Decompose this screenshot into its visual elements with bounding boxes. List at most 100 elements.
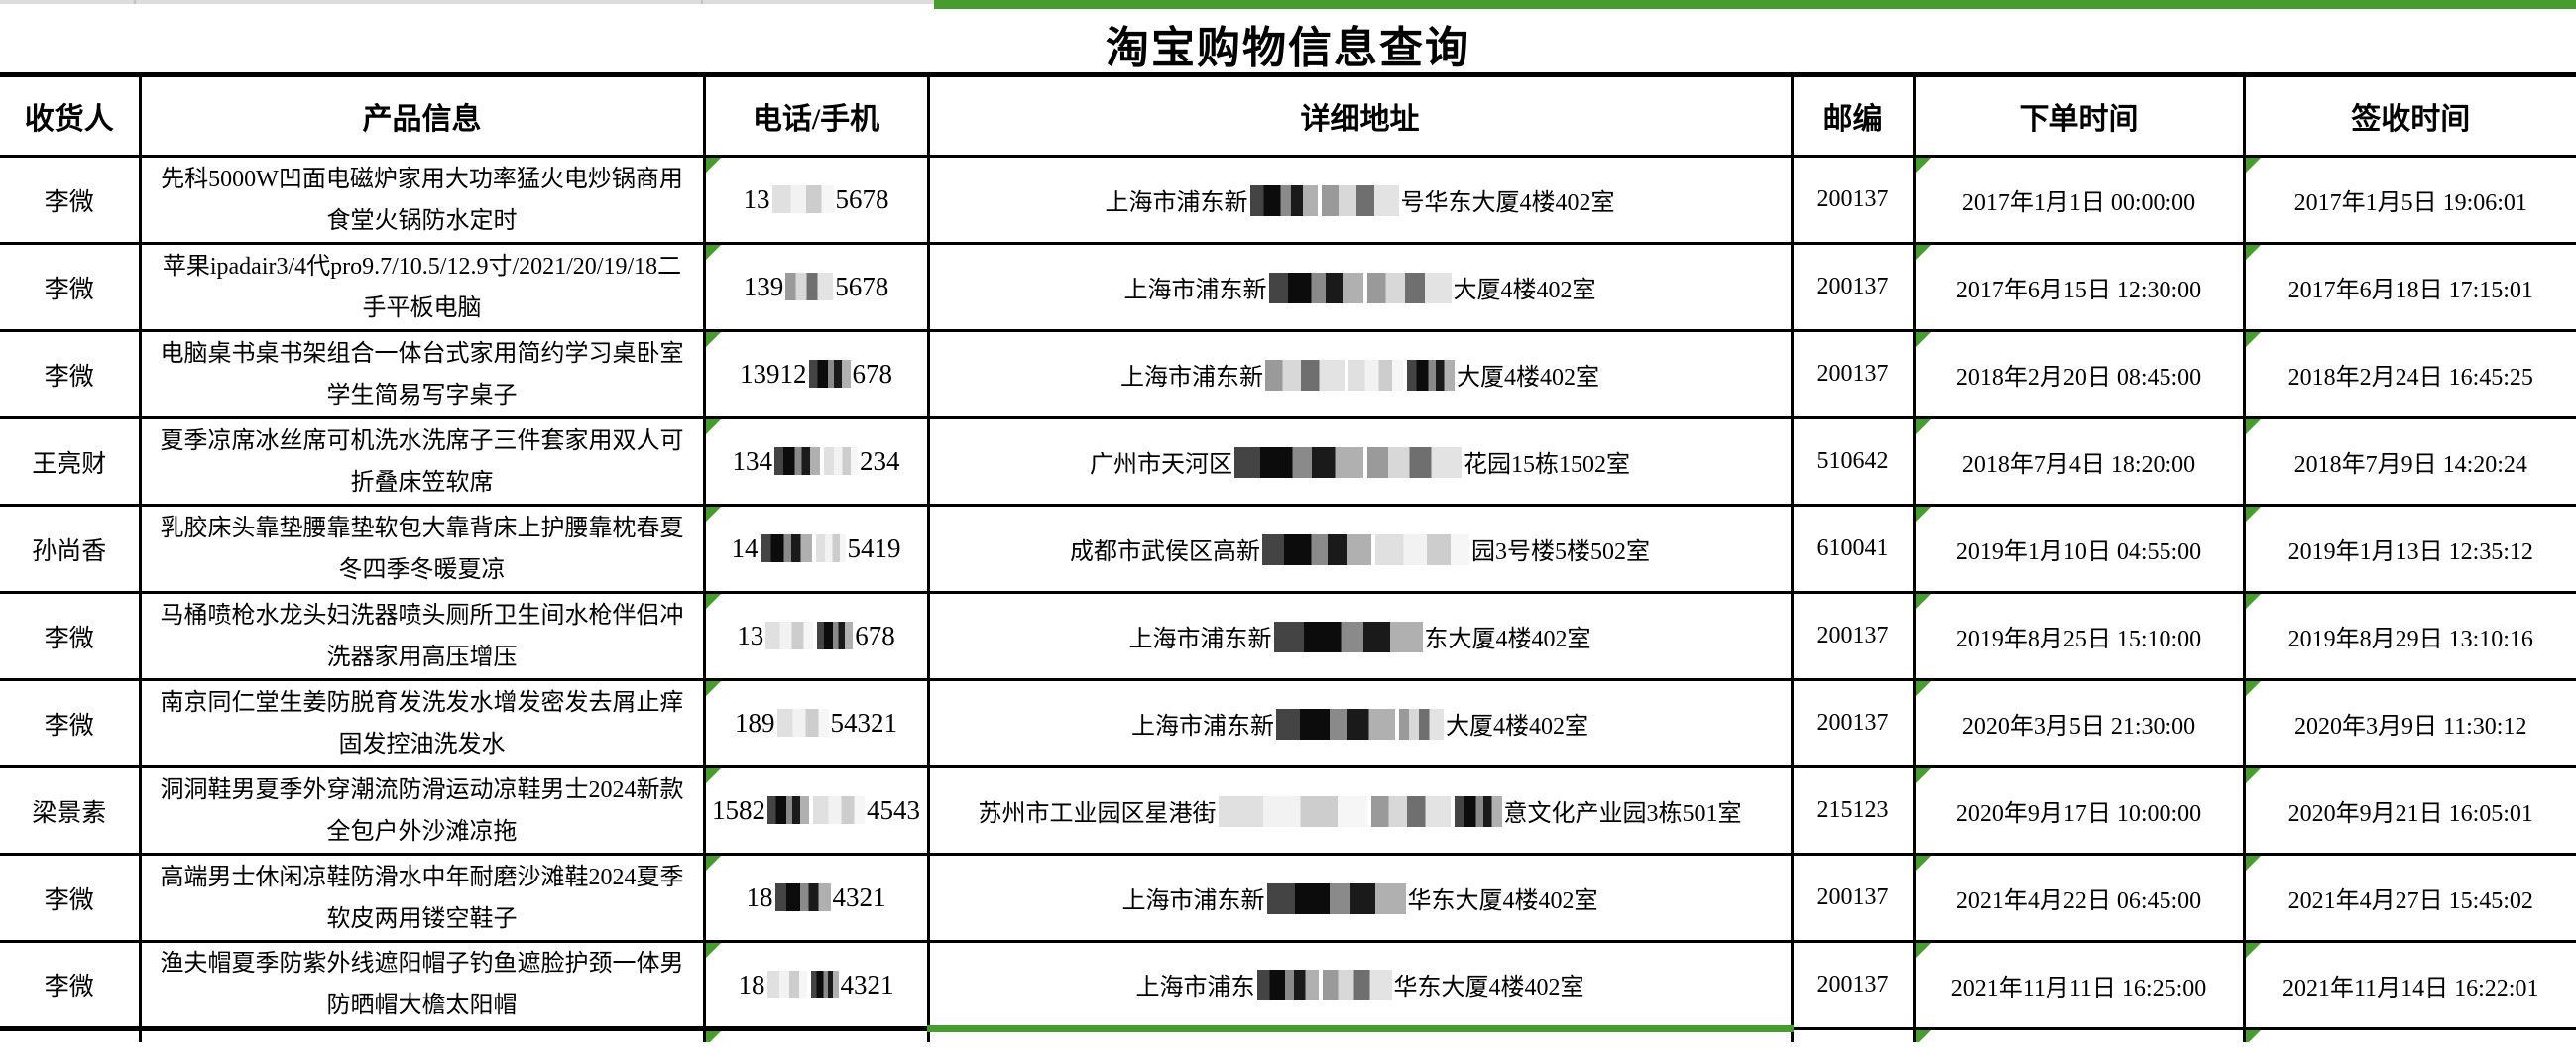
cell-product[interactable]: 洞洞鞋男夏季外穿潮流防滑运动凉鞋男士2024新款全包户外沙滩凉拖	[138, 765, 706, 856]
cell-recipient[interactable]: 李微	[0, 591, 142, 681]
cell-sign_time[interactable]: 2020年9月21日 16:05:01	[2242, 765, 2576, 856]
cell-product[interactable]: 乳胶床头靠垫腰靠垫软包大靠背床上护腰靠枕春夏冬四季冬暖夏凉	[138, 504, 706, 594]
cell-zip[interactable]: 200137	[1790, 242, 1916, 332]
cell-product[interactable]: 高端男士休闲凉鞋防滑水中年耐磨沙滩鞋2024夏季软皮两用镂空鞋子	[138, 853, 706, 943]
cell-recipient[interactable]: 梁景素	[0, 765, 142, 856]
cell-zip[interactable]: 200137	[1790, 591, 1916, 681]
column-header-zip[interactable]: 邮编	[1790, 72, 1916, 158]
cell-order_time[interactable]: 2018年2月20日 08:45:00	[1912, 329, 2246, 419]
cell-order_time[interactable]: 2019年1月10日 04:55:00	[1912, 504, 2246, 594]
cell-order_time[interactable]: 2021年11月11日 16:25:00	[1912, 940, 2246, 1030]
cell-product[interactable]: 先科5000W凹面电磁炉家用大功率猛火电炒锅商用食堂火锅防水定时	[138, 155, 706, 245]
cell-address[interactable]	[926, 1025, 1794, 1042]
cell-address[interactable]: 上海市浦东新 华东大厦4楼402室	[926, 853, 1794, 943]
cell-address[interactable]: 广州市天河区 花园15栋1502室	[926, 416, 1794, 507]
cell-zip[interactable]: 510642	[1790, 416, 1916, 507]
cell-product[interactable]: 苹果ipadair3/4代pro9.7/10.5/12.9寸/2021/20/1…	[138, 242, 706, 332]
cell-sign_time[interactable]: 2019年1月13日 12:35:12	[2242, 504, 2576, 594]
redaction-block	[1273, 622, 1423, 652]
cell-recipient[interactable]: 李微	[0, 242, 142, 332]
table-row: 李微 马桶喷枪水龙头妇洗器喷头厕所卫生间水枪伴侣冲洗器家用高压增压 13 678 上海市…	[0, 591, 2576, 681]
cell-order_time[interactable]: 2021年4月22日 06:45:00	[1912, 853, 2246, 943]
phone-text: 189	[735, 708, 775, 738]
redaction-block	[1256, 970, 1319, 1000]
cell-phone[interactable]: 13912 678	[702, 329, 930, 419]
cell-sign_time[interactable]: 2018年7月9日 14:20:24	[2242, 416, 2576, 507]
cell-address[interactable]: 苏州市工业园区星港街 意文化产业园3栋501室	[926, 765, 1794, 856]
cell-sign_time[interactable]: 2017年6月18日 17:15:01	[2242, 242, 2576, 332]
cell-order_time[interactable]: 2018年7月4日 18:20:00	[1912, 416, 2246, 507]
cell-sign_time[interactable]: 2017年1月5日 19:06:01	[2242, 155, 2576, 245]
cell-address[interactable]: 成都市武侯区高新 园3号楼5楼502室	[926, 504, 1794, 594]
cell-recipient[interactable]: 李微	[0, 155, 142, 245]
cell-order_time[interactable]: 2017年6月15日 12:30:00	[1912, 242, 2246, 332]
cell-address[interactable]: 上海市浦东 华东大厦4楼402室	[926, 940, 1794, 1030]
cell-recipient[interactable]: 李微	[0, 678, 142, 768]
redaction-block	[813, 796, 865, 824]
cell-recipient[interactable]: 李微	[0, 329, 142, 419]
cell-zip[interactable]	[1790, 1027, 1916, 1042]
cell-zip[interactable]: 215123	[1790, 765, 1916, 856]
phone-text: 18	[746, 882, 773, 912]
column-header-phone[interactable]: 电话/手机	[702, 72, 930, 158]
cell-phone[interactable]: 1582 4543	[702, 765, 930, 856]
cell-phone[interactable]: 134 234	[702, 416, 930, 507]
cell-order_time[interactable]: 2019年8月25日 15:10:00	[1912, 591, 2246, 681]
cell-phone[interactable]: 189 54321	[702, 678, 930, 768]
cell-sign_time[interactable]: 2021年11月14日 16:22:01	[2242, 940, 2576, 1030]
cell-sign_time[interactable]: 2021年4月27日 15:45:02	[2242, 853, 2576, 943]
cell-phone[interactable]: 14 5419	[702, 504, 930, 594]
cell-product[interactable]: 夏季凉席冰丝席可机洗水洗席子三件套家用双人可折叠床笠软席	[138, 416, 706, 507]
cell-zip[interactable]: 200137	[1790, 329, 1916, 419]
cell-recipient[interactable]: 李微	[0, 940, 142, 1030]
cell-zip[interactable]: 200137	[1790, 155, 1916, 245]
cell-recipient[interactable]: 王亮财	[0, 416, 142, 507]
cell-phone[interactable]: 13 5678	[702, 155, 930, 245]
cell-sign_time[interactable]: 2020年3月9日 11:30:12	[2242, 678, 2576, 768]
comment-flag-icon	[1917, 246, 1931, 260]
cell-phone[interactable]	[702, 1026, 930, 1042]
cell-order_time[interactable]: 2020年3月5日 21:30:00	[1912, 678, 2246, 768]
cell-order_time[interactable]: 2017年1月1日 00:00:00	[1912, 155, 2246, 245]
cell-sign_time[interactable]: 2018年2月24日 16:45:25	[2242, 329, 2576, 419]
cell-recipient[interactable]: 李微	[0, 853, 142, 943]
cell-zip[interactable]: 610041	[1790, 504, 1916, 594]
redaction-block	[776, 709, 829, 737]
cell-product[interactable]: 马桶喷枪水龙头妇洗器喷头厕所卫生间水枪伴侣冲洗器家用高压增压	[138, 591, 706, 681]
cell-product[interactable]	[138, 1026, 706, 1042]
cell-phone[interactable]: 18 4321	[702, 940, 930, 1030]
column-header-order_time[interactable]: 下单时间	[1912, 72, 2246, 158]
sheet-edge	[0, 0, 934, 4]
cell-phone[interactable]: 139 5678	[702, 242, 930, 332]
cell-zip[interactable]: 200137	[1790, 678, 1916, 768]
cell-order_time[interactable]	[1912, 1027, 2246, 1042]
table-row: 李微 南京同仁堂生姜防脱育发洗发水增发密发去屑止痒固发控油洗发水 189 54321 上…	[0, 678, 2576, 768]
cell-address[interactable]: 上海市浦东新 大厦4楼402室	[926, 242, 1794, 332]
cell-order_time[interactable]: 2020年9月17日 10:00:00	[1912, 765, 2246, 856]
cell-phone[interactable]: 13 678	[702, 591, 930, 681]
cell-product[interactable]: 渔夫帽夏季防紫外线遮阳帽子钓鱼遮脸护颈一体男防晒帽大檐太阳帽	[138, 940, 706, 1030]
redaction-block	[1249, 185, 1318, 216]
column-header-sign_time[interactable]: 签收时间	[2242, 72, 2576, 158]
address-text: 苏州市工业园区星港街	[978, 801, 1217, 827]
cell-address[interactable]: 上海市浦东新 大厦4楼402室	[926, 678, 1794, 768]
cell-address[interactable]: 上海市浦东新 大厦4楼402室	[926, 329, 1794, 419]
redaction-block	[1234, 447, 1363, 478]
cell-sign_time[interactable]	[2242, 1027, 2576, 1042]
cell-recipient[interactable]	[0, 1026, 142, 1042]
comment-flag-icon	[2247, 857, 2261, 871]
cell-sign_time[interactable]: 2019年8月29日 13:10:16	[2242, 591, 2576, 681]
column-header-product[interactable]: 产品信息	[138, 72, 706, 158]
cell-recipient[interactable]: 孙尚香	[0, 504, 142, 594]
cell-zip[interactable]: 200137	[1790, 853, 1916, 943]
cell-phone[interactable]: 18 4321	[702, 853, 930, 943]
address-text: 华东大厦4楼402室	[1407, 888, 1598, 914]
cell-zip[interactable]: 200137	[1790, 940, 1916, 1030]
column-header-recipient[interactable]: 收货人	[0, 72, 142, 158]
cell-address[interactable]: 上海市浦东新 号华东大厦4楼402室	[926, 155, 1794, 245]
cell-product[interactable]: 电脑桌书桌书架组合一体台式家用简约学习桌卧室学生简易写字桌子	[138, 329, 706, 419]
cell-product[interactable]: 南京同仁堂生姜防脱育发洗发水增发密发去屑止痒固发控油洗发水	[138, 678, 706, 768]
cell-address[interactable]: 上海市浦东新 东大厦4楼402室	[926, 591, 1794, 681]
address-text: 上海市浦东新	[1105, 190, 1248, 216]
column-header-address[interactable]: 详细地址	[926, 72, 1794, 158]
